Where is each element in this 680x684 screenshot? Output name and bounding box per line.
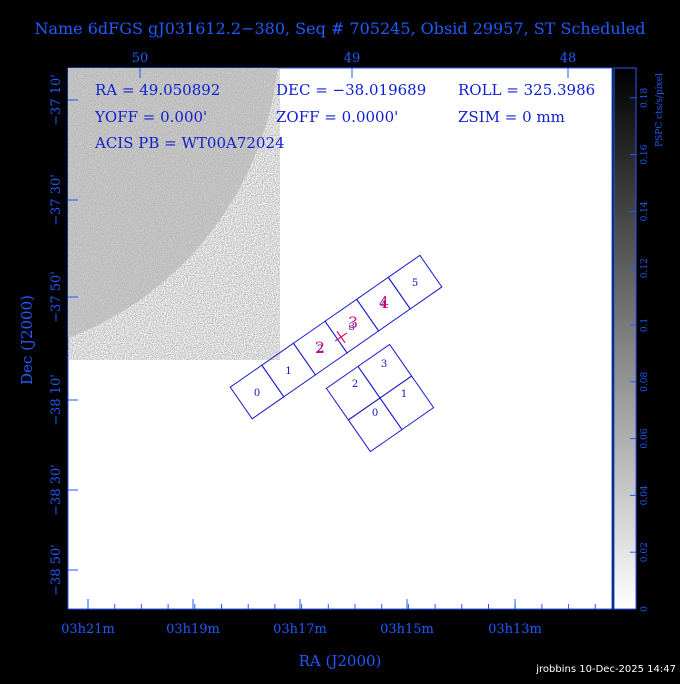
x-tick-label: 03h13m <box>488 622 542 637</box>
aimpoint-label: 2 <box>315 338 325 357</box>
footer: jrobbins 10-Dec-2025 14:47 <box>535 664 676 675</box>
colorbar-tick-label: 0.1 <box>640 318 650 332</box>
aimpoint-label: 3 <box>348 313 358 332</box>
aimpoint-marker <box>334 330 348 344</box>
i-chip-label: 2 <box>352 379 358 390</box>
info-roll: ROLL = 325.3986 <box>458 81 595 99</box>
s-chip <box>387 254 443 310</box>
info-yoff: YOFF = 0.000' <box>94 108 207 126</box>
x-tick-label: 03h19m <box>166 622 220 637</box>
colorbar-tick-label: 0 <box>640 606 650 612</box>
colorbar <box>613 67 637 610</box>
aimpoint-label: 4 <box>379 293 389 312</box>
colorbar-tick-label: 0.12 <box>640 258 650 278</box>
i-chip-label: 1 <box>401 389 407 400</box>
top-tick-label: 48 <box>560 51 577 66</box>
i-chip-label: 0 <box>372 408 378 419</box>
colorbar-tick-label: 0.08 <box>640 372 650 392</box>
colorbar-tick-label: 0.18 <box>640 88 650 108</box>
info-zsim: ZSIM = 0 mm <box>458 108 565 126</box>
colorbar-tick-label: 0.04 <box>640 485 650 505</box>
info-ra: RA = 49.050892 <box>95 81 220 99</box>
xray-image <box>68 68 278 339</box>
s-chip-label: 0 <box>254 388 260 399</box>
colorbar-label: PSPC cts/s/pixel <box>655 73 665 147</box>
info-zoff: ZOFF = 0.0000' <box>276 108 398 126</box>
x-tick-label: 03h15m <box>380 622 434 637</box>
y-tick-label: −37 10' <box>49 74 64 126</box>
info-dec: DEC = −38.019689 <box>276 81 426 99</box>
s-chip-label: 5 <box>412 278 418 289</box>
i-chip <box>347 397 403 453</box>
image-noise <box>68 68 278 339</box>
y-tick-label: −37 30' <box>49 174 64 226</box>
x-tick-label: 03h17m <box>273 622 327 637</box>
s-chip-label: 1 <box>285 366 291 377</box>
y-tick-label: −37 50' <box>49 271 64 323</box>
colorbar-tick-label: 0.16 <box>640 144 650 164</box>
s-chip-label: 2 <box>317 344 323 355</box>
y-tick-label: −38 50' <box>49 544 64 596</box>
top-tick-label: 49 <box>344 51 361 66</box>
x-tick-label: 03h21m <box>61 622 115 637</box>
top-tick-label: 50 <box>132 51 149 66</box>
i-chip-label: 3 <box>381 359 387 370</box>
s-chip-label: 4 <box>380 300 386 311</box>
y-tick-label: −38 10' <box>49 374 64 426</box>
y-tick-label: −38 30' <box>49 464 64 516</box>
colorbar-tick-label: 0.06 <box>640 428 650 448</box>
info-acis: ACIS PB = WT00A72024 <box>94 134 285 152</box>
x-axis-label: RA (J2000) <box>299 652 382 670</box>
y-axis-label: Dec (J2000) <box>18 295 36 385</box>
colorbar-tick-label: 0.02 <box>640 542 650 562</box>
title: Name 6dFGS gJ031612.2−380, Seq # 705245,… <box>34 19 645 38</box>
colorbar-tick-label: 0.14 <box>640 201 650 221</box>
s-chip-label: 3 <box>349 322 355 333</box>
